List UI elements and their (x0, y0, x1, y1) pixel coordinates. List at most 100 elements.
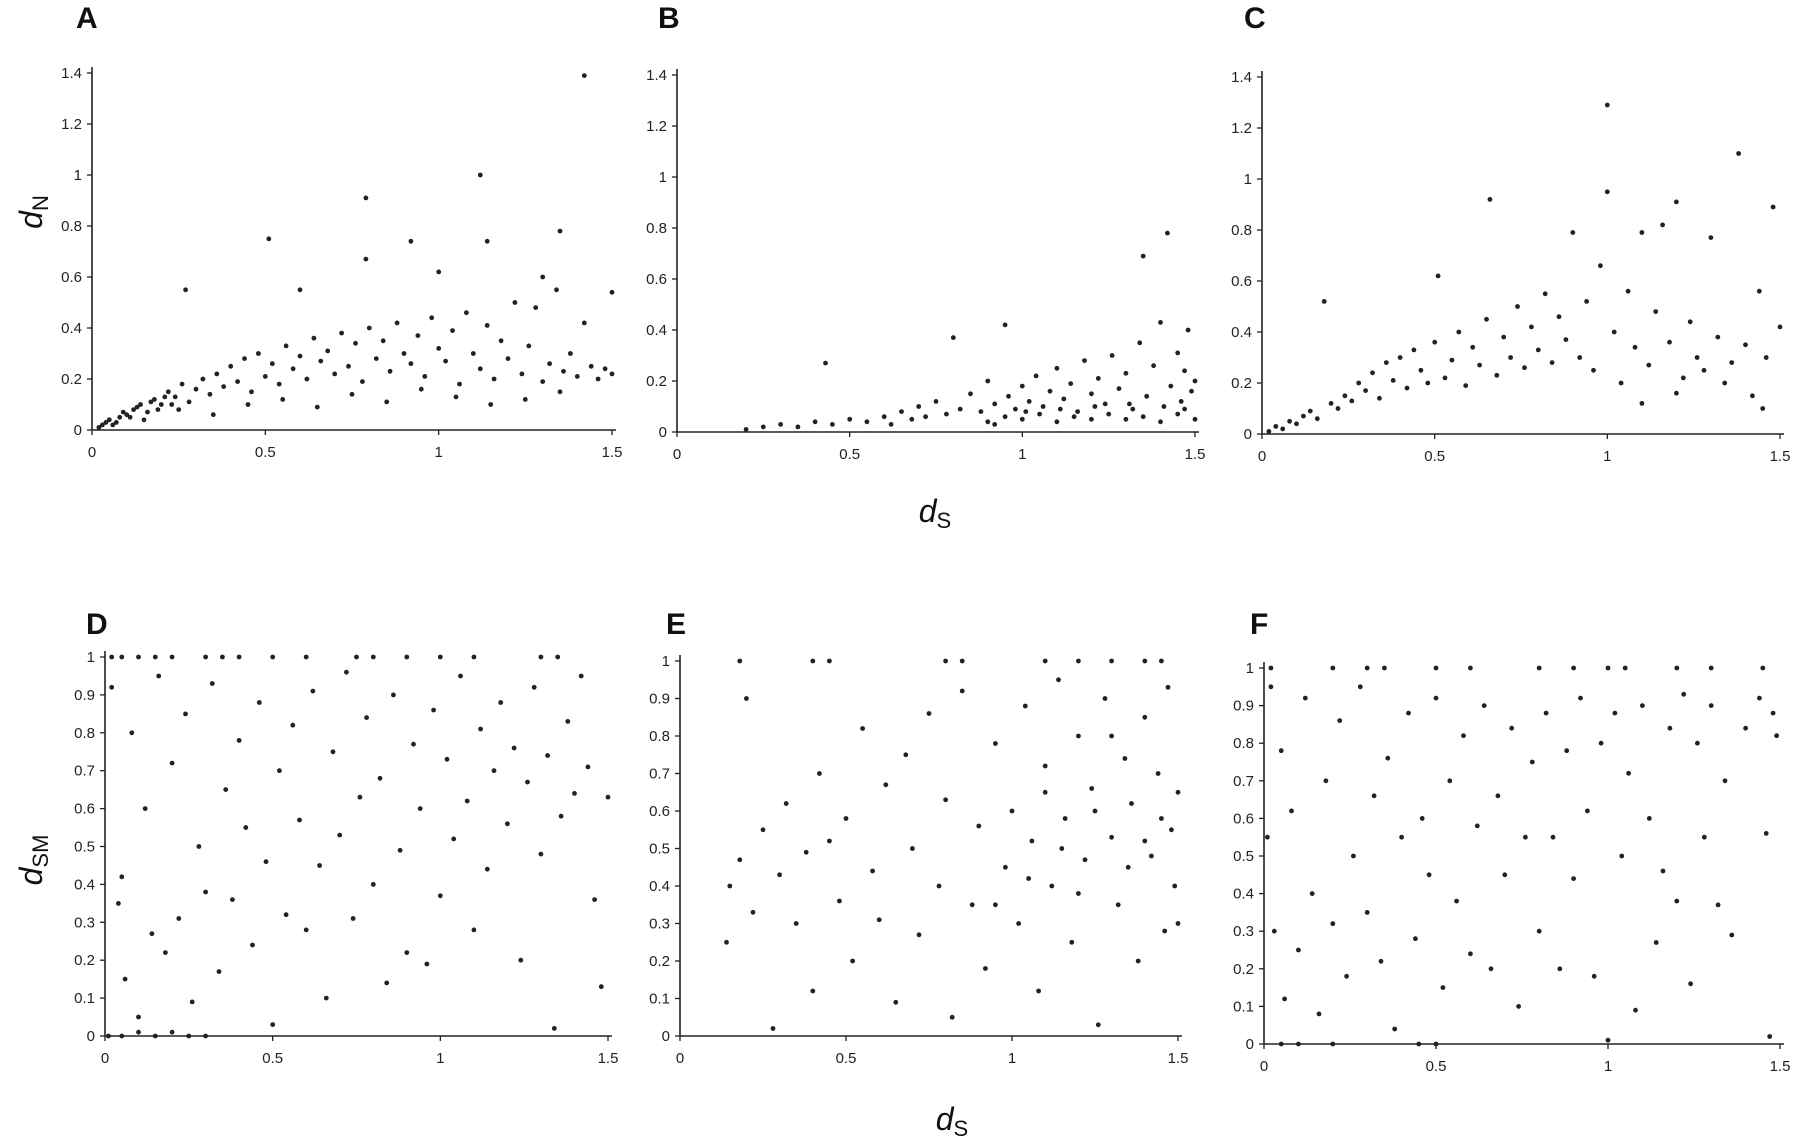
data-point (363, 195, 369, 201)
data-point (491, 768, 497, 774)
data-point (437, 893, 443, 899)
data-point (1722, 380, 1728, 386)
data-point (109, 684, 115, 690)
data-point (588, 363, 594, 369)
y-tick-label-f: 1 (1246, 660, 1254, 677)
data-point (464, 798, 470, 804)
data-point (1535, 347, 1541, 353)
data-point (1494, 372, 1500, 378)
data-point (1042, 763, 1048, 769)
shared-xlabel-top: dS (919, 493, 951, 533)
data-point (387, 368, 393, 374)
data-point (969, 902, 975, 908)
data-point (269, 361, 275, 367)
panel-f: F 0 0.5 1 1.5 0 0.1 0.2 0.3 0.4 0.5 0.6 0.7 0.8 0.9 1 (1233, 608, 1790, 1075)
data-point (1432, 339, 1438, 345)
y-tick-label-c: 1.4 (1231, 69, 1252, 86)
data-point (525, 779, 530, 785)
data-point (142, 806, 148, 811)
data-point (1102, 696, 1108, 701)
data-point (1584, 299, 1589, 304)
data-point (311, 335, 317, 341)
points-f (1265, 665, 1779, 1047)
data-point (189, 999, 195, 1005)
data-point (985, 419, 991, 425)
y-tick-label-d: 0.7 (74, 763, 95, 780)
y-tick-label-e: 0.3 (649, 916, 670, 933)
data-point (777, 872, 782, 878)
data-point (183, 711, 188, 717)
x-tick-label-d: 1.5 (598, 1050, 619, 1067)
data-point (169, 402, 175, 407)
data-point (1411, 347, 1417, 353)
data-point (1454, 898, 1459, 904)
data-point (106, 417, 112, 423)
data-point (1564, 748, 1570, 754)
data-point (484, 866, 490, 872)
x-tick-label-d: 0 (101, 1050, 109, 1067)
data-point (411, 741, 416, 747)
data-point (1076, 658, 1081, 664)
data-point (545, 753, 550, 758)
svg-text:dN: dN (13, 195, 53, 229)
y-tick-label-c: 1.2 (1231, 120, 1252, 137)
panel-letter-e: E (666, 608, 686, 641)
data-point (100, 422, 105, 428)
data-point (478, 726, 483, 732)
data-point (249, 389, 254, 395)
data-point (1688, 981, 1693, 987)
data-point (488, 402, 494, 407)
data-point (602, 366, 608, 372)
data-point (1591, 367, 1596, 373)
data-point (1122, 756, 1128, 761)
data-point (1743, 342, 1748, 348)
data-point (1013, 406, 1018, 412)
data-point (404, 654, 410, 660)
data-point (415, 333, 421, 338)
data-point (384, 399, 390, 405)
data-point (1321, 299, 1327, 304)
data-point (860, 726, 865, 731)
data-point (325, 348, 331, 354)
data-point (263, 859, 269, 865)
data-point (196, 844, 202, 849)
data-point (605, 794, 611, 800)
data-point (1330, 921, 1336, 927)
data-point (1151, 363, 1156, 369)
data-point (314, 404, 320, 410)
data-point (803, 849, 809, 855)
data-point (230, 897, 235, 902)
data-point (1192, 416, 1198, 422)
data-point (770, 1026, 776, 1031)
data-point (276, 381, 282, 387)
data-point (519, 371, 525, 377)
data-point (169, 1029, 175, 1035)
y-tick-label-d: 0.4 (74, 876, 95, 893)
data-point (968, 391, 973, 397)
data-point (1695, 740, 1700, 746)
data-point (1440, 985, 1446, 990)
data-point (1736, 151, 1741, 156)
data-point (827, 838, 832, 844)
data-point (1082, 358, 1087, 363)
data-point (1604, 102, 1610, 108)
y-tick-label-e: 0.4 (649, 878, 670, 895)
data-point (1543, 710, 1549, 716)
data-point (744, 696, 749, 701)
panel-letter-c: C (1244, 2, 1266, 35)
data-point (1370, 370, 1375, 376)
y-tick-label-a: 0.4 (61, 320, 82, 337)
x-tick-label-b: 0 (673, 446, 681, 463)
data-point (978, 409, 984, 414)
data-point (360, 379, 365, 384)
y-tick-label-a: 1.2 (61, 116, 82, 133)
data-point (1109, 834, 1114, 840)
data-point (317, 863, 322, 868)
data-point (557, 389, 563, 395)
y-tick-label-b: 1.4 (646, 67, 667, 84)
data-point (783, 801, 789, 806)
x-tick-label-c: 1.5 (1770, 448, 1791, 465)
data-point (124, 412, 130, 418)
data-point (512, 300, 518, 305)
